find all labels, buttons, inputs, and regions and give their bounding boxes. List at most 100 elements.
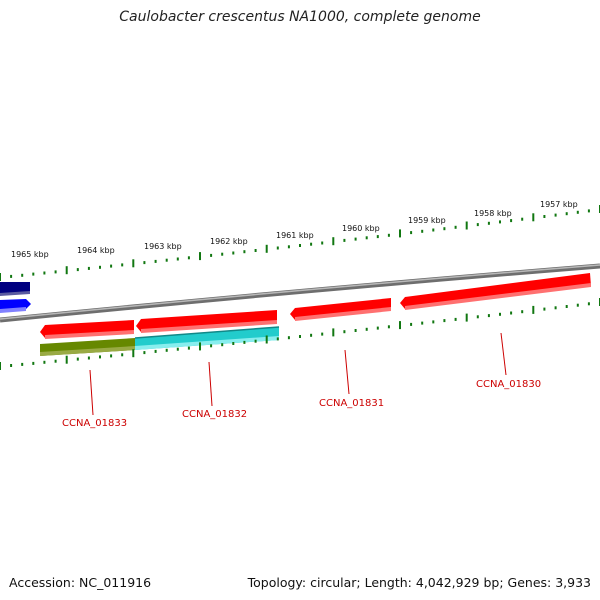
ruler-major-tick	[199, 342, 201, 351]
gene-arrow-ccna-01831[interactable]	[290, 298, 391, 321]
ruler-minor-tick	[554, 213, 557, 217]
ruler-minor-tick	[99, 265, 101, 269]
genome-backbone-highlight	[0, 264, 600, 320]
ruler-minor-tick	[243, 340, 246, 344]
ruler-minor-tick	[554, 306, 557, 310]
ruler-minor-tick	[121, 353, 124, 357]
ruler-minor-tick	[254, 339, 257, 343]
ruler-minor-tick	[121, 263, 124, 267]
accession-text: Accession: NC_011916	[9, 575, 152, 590]
ruler-minor-tick	[499, 220, 501, 224]
ruler-minor-tick	[210, 253, 213, 257]
ruler-minor-tick	[165, 258, 168, 262]
gene-label[interactable]: CCNA_01831	[319, 398, 384, 409]
ruler-minor-tick	[287, 245, 290, 249]
ruler-label: 1960 kbp	[342, 224, 380, 233]
ruler-minor-tick	[576, 303, 579, 307]
ruler-major-tick	[132, 349, 135, 358]
ruler-minor-tick	[254, 249, 257, 252]
ruler-major-tick	[65, 266, 68, 275]
ruler-minor-tick	[476, 315, 479, 319]
genome-backbone	[0, 263, 600, 323]
ruler-minor-tick	[432, 228, 435, 232]
ruler-minor-tick	[54, 270, 57, 274]
ruler-minor-tick	[499, 312, 501, 316]
ruler-minor-tick	[187, 346, 190, 350]
ruler-label: 1962 kbp	[210, 237, 248, 246]
olive-feature[interactable]	[40, 338, 135, 356]
ruler-minor-tick	[354, 237, 357, 241]
ruler-minor-tick	[543, 307, 546, 311]
gene-label[interactable]: CCNA_01830	[476, 379, 541, 390]
label-leader	[500, 332, 507, 376]
ruler-minor-tick	[21, 273, 24, 277]
ruler-label: 1964 kbp	[77, 246, 115, 255]
ruler-minor-tick	[76, 268, 79, 272]
ruler-minor-tick	[321, 332, 324, 336]
gene-arrow-ccna-01832[interactable]	[136, 310, 277, 333]
cyan-feature[interactable]	[134, 326, 280, 350]
ruler-minor-tick	[276, 246, 279, 250]
ruler-minor-tick	[310, 333, 313, 337]
ruler-minor-tick	[443, 319, 446, 323]
ruler-minor-tick	[32, 272, 35, 276]
ruler-minor-tick	[243, 250, 246, 254]
ruler-minor-tick	[232, 251, 235, 255]
blue-feature-shade	[0, 307, 26, 313]
ruler-minor-tick	[576, 210, 579, 214]
ruler-minor-tick	[521, 310, 524, 314]
ruler-minor-tick	[454, 225, 457, 229]
ruler-minor-tick	[443, 227, 446, 231]
ruler-minor-tick	[299, 244, 301, 247]
ruler-minor-tick	[232, 342, 235, 345]
label-leader	[208, 361, 213, 407]
ruler-minor-tick	[310, 242, 313, 246]
ruler-minor-tick	[154, 259, 157, 263]
ruler-minor-tick	[454, 317, 457, 321]
ruler-minor-tick	[565, 212, 568, 216]
ruler-major-tick	[465, 313, 468, 322]
ruler-minor-tick	[154, 349, 157, 353]
ruler-minor-tick	[510, 311, 513, 315]
ruler-major-tick	[532, 213, 535, 222]
ruler-minor-tick	[476, 223, 479, 227]
navy-feature-shade	[0, 291, 30, 296]
label-leader	[344, 349, 350, 395]
ruler-minor-tick	[410, 322, 413, 326]
ruler-label: 1963 kbp	[144, 242, 182, 251]
ruler-minor-tick	[421, 321, 424, 325]
ruler-minor-tick	[99, 355, 101, 359]
ruler-minor-tick	[10, 364, 13, 367]
ruler-major-tick	[65, 355, 68, 364]
ruler-minor-tick	[110, 354, 113, 358]
gene-arrow-ccna-01830[interactable]	[400, 273, 591, 310]
ruler-minor-tick	[43, 360, 46, 364]
gene-label[interactable]: CCNA_01833	[62, 418, 127, 429]
ruler-minor-tick	[387, 233, 390, 237]
ruler-major-tick	[0, 273, 1, 281]
ruler-minor-tick	[32, 361, 35, 365]
map-title: Caulobacter crescentus NA1000, complete …	[119, 9, 481, 25]
ruler-minor-tick	[176, 347, 179, 351]
ruler-major-tick	[0, 362, 1, 370]
gene-label[interactable]: CCNA_01832	[182, 409, 247, 420]
ruler-label: 1965 kbp	[11, 250, 49, 259]
ruler-minor-tick	[143, 261, 146, 265]
genome-summary: Topology: circular; Length: 4,042,929 bp…	[247, 575, 591, 590]
ruler-labels: 1965 kbp 1964 kbp 1963 kbp 1962 kbp 1961…	[11, 200, 578, 259]
label-leader	[89, 369, 94, 416]
ruler-minor-tick	[87, 266, 90, 270]
ruler-minor-tick	[221, 252, 224, 256]
ruler-label: 1958 kbp	[474, 209, 512, 218]
ruler-minor-tick	[143, 351, 146, 355]
ruler-minor-tick	[432, 320, 435, 324]
ruler-minor-tick	[21, 362, 24, 366]
ruler-major-tick	[332, 237, 335, 246]
ruler-minor-tick	[376, 326, 379, 330]
ruler-minor-tick	[287, 336, 290, 340]
ruler-major-tick	[399, 321, 401, 330]
ruler-minor-tick	[587, 209, 590, 213]
gene-arrow-ccna-01833[interactable]	[40, 320, 134, 339]
ruler-minor-tick	[76, 357, 79, 361]
